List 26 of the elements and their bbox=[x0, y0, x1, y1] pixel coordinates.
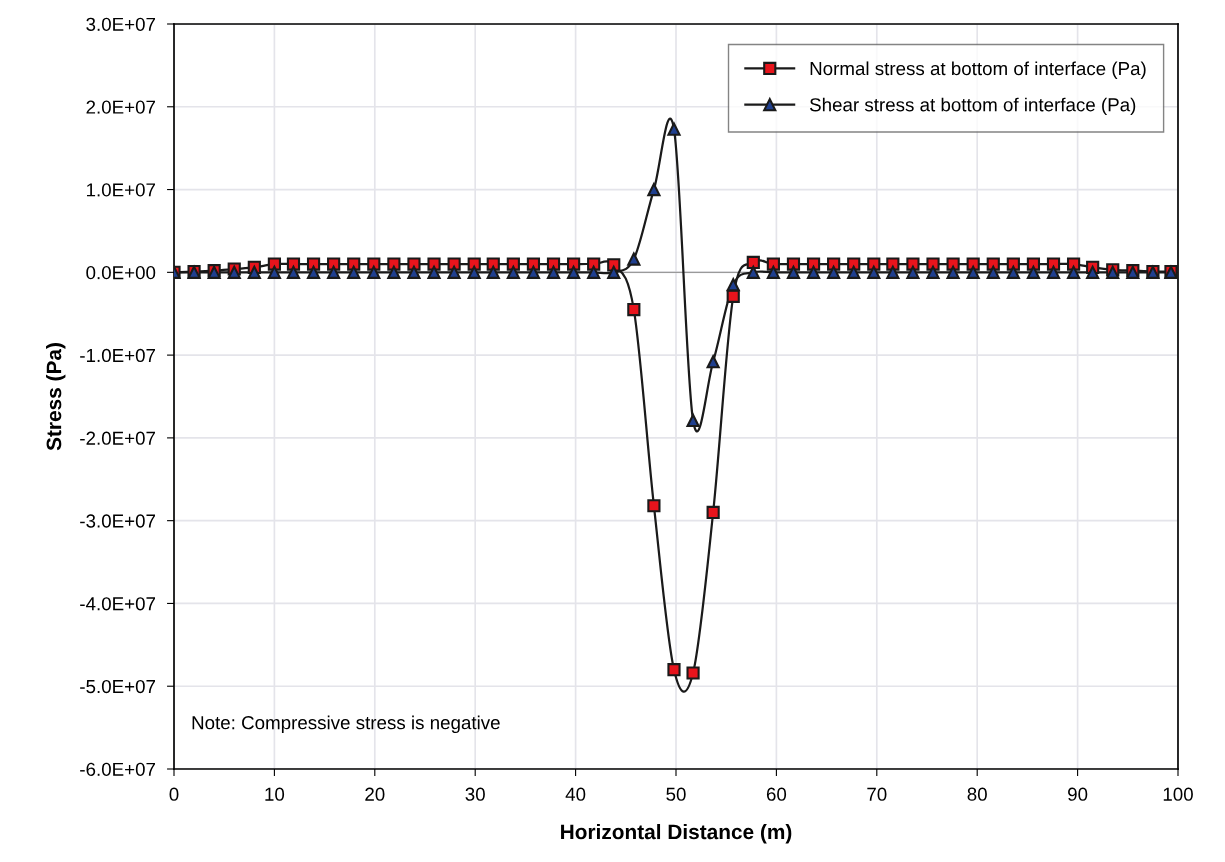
legend-label: Shear stress at bottom of interface (Pa) bbox=[809, 97, 1136, 116]
y-tick-label: -4.0E+07 bbox=[80, 597, 156, 611]
y-tick-label: -3.0E+07 bbox=[80, 514, 156, 528]
y-tick-label: -1.0E+07 bbox=[80, 348, 156, 363]
legend-label: Normal stress at bottom of interface (Pa) bbox=[810, 61, 1146, 79]
x-tick-label: 20 bbox=[365, 787, 385, 801]
x-tick-label: 100 bbox=[1163, 787, 1193, 801]
y-axis-title: Stress (Pa) bbox=[46, 343, 66, 451]
y-tick-label: -6.0E+07 bbox=[80, 762, 156, 776]
x-tick-label: 60 bbox=[766, 787, 787, 801]
x-tick-label: 0 bbox=[169, 787, 179, 801]
y-tick-label: -2.0E+07 bbox=[80, 431, 156, 445]
y-tick-label: -5.0E+07 bbox=[80, 679, 156, 694]
y-tick-label: 2.0E+07 bbox=[86, 100, 156, 114]
x-axis-title: Horizontal Distance (m) bbox=[561, 823, 792, 844]
y-tick-label: 1.0E+07 bbox=[87, 183, 156, 197]
annotation: Note: Compressive stress is negative bbox=[192, 715, 500, 734]
x-tick-label: 30 bbox=[465, 787, 485, 801]
x-tick-label: 70 bbox=[867, 787, 887, 801]
y-tick-label: 0.0E+00 bbox=[86, 266, 156, 280]
x-tick-label: 80 bbox=[967, 787, 987, 801]
x-tick-label: 50 bbox=[666, 787, 686, 801]
x-tick-label: 40 bbox=[565, 787, 586, 801]
y-tick-label: 3.0E+07 bbox=[86, 17, 156, 31]
x-tick-label: 10 bbox=[265, 787, 285, 801]
x-tick-label: 90 bbox=[1068, 787, 1088, 801]
